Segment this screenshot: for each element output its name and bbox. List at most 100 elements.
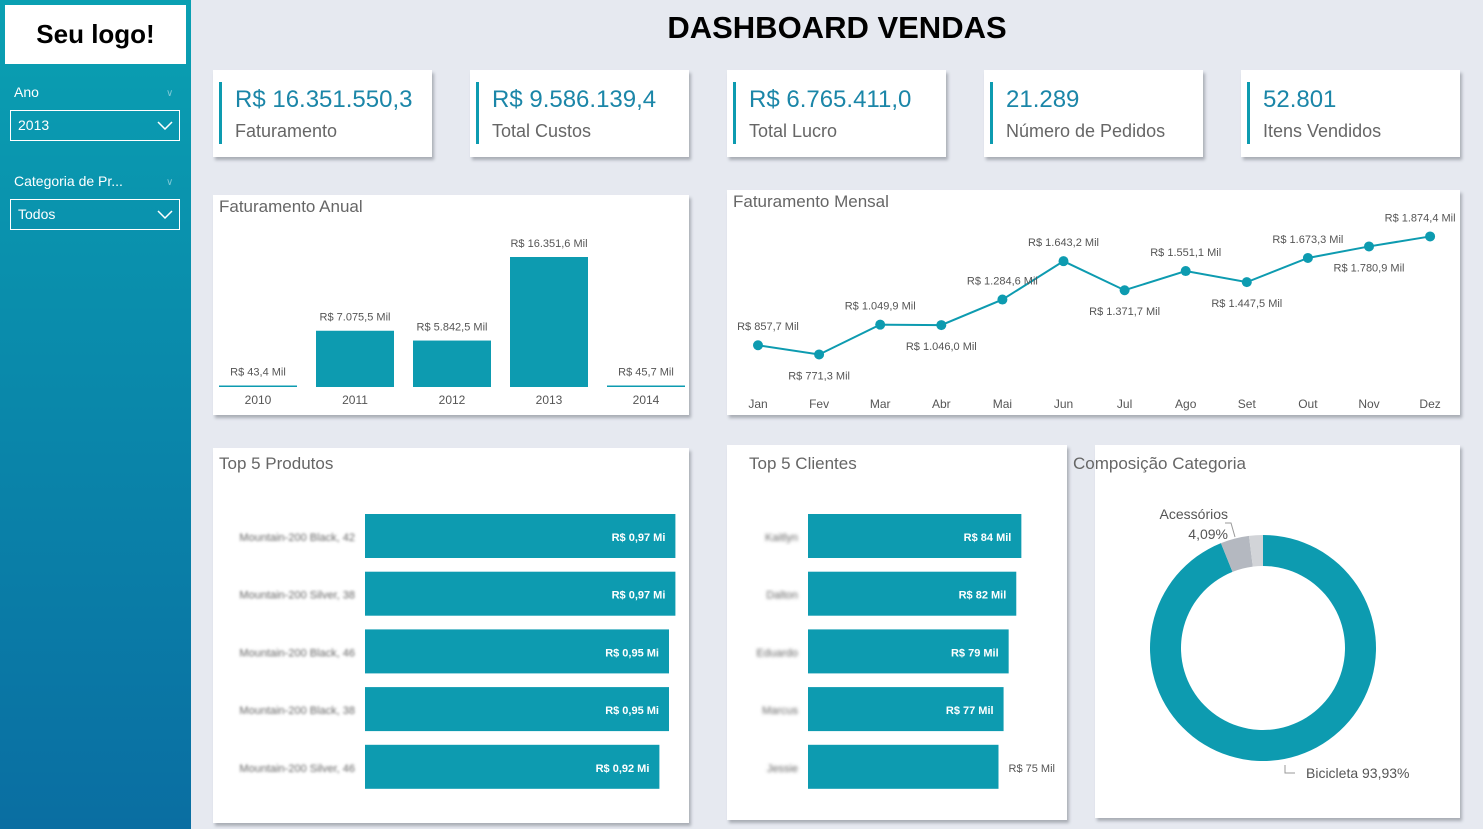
- slice-label: 4,09%: [1188, 526, 1228, 542]
- data-label: R$ 0,97 Mi: [612, 532, 666, 544]
- collapse-chevron-icon[interactable]: ∨: [166, 177, 174, 188]
- data-label: R$ 84 Mil: [964, 532, 1012, 544]
- bar[interactable]: [413, 340, 491, 387]
- kpi-label: Total Custos: [492, 121, 592, 141]
- category-label: Mountain-200 Black, 42: [239, 532, 355, 544]
- bar[interactable]: [365, 514, 676, 558]
- x-tick-label: Dez: [1419, 397, 1440, 411]
- bar[interactable]: [365, 744, 660, 789]
- x-tick-label: 2010: [245, 393, 272, 407]
- kpi-accent-bar: [733, 82, 736, 144]
- data-label: R$ 1.673,3 Mil: [1272, 234, 1343, 246]
- data-point[interactable]: [1058, 256, 1069, 267]
- chart-title: Faturamento Anual: [219, 197, 363, 216]
- x-tick-label: Fev: [809, 397, 829, 411]
- data-point[interactable]: [936, 320, 947, 331]
- data-label: R$ 16.351,6 Mil: [510, 238, 587, 250]
- data-label: R$ 1.447,5 Mil: [1211, 298, 1282, 310]
- bar[interactable]: [219, 385, 297, 388]
- categoria-dropdown[interactable]: Todos: [10, 199, 180, 230]
- data-point[interactable]: [997, 294, 1008, 305]
- ano-dropdown[interactable]: 2013: [10, 110, 180, 141]
- kpi-label: Itens Vendidos: [1263, 121, 1382, 141]
- data-point[interactable]: [1241, 277, 1252, 288]
- data-point[interactable]: [875, 319, 886, 330]
- data-point[interactable]: [814, 349, 825, 360]
- slice-label: Acessórios: [1160, 506, 1228, 522]
- data-label: R$ 1.643,2 Mil: [1028, 237, 1099, 249]
- bar[interactable]: [365, 571, 676, 616]
- data-label: R$ 43,4 Mil: [230, 367, 286, 379]
- data-point[interactable]: [1302, 252, 1313, 263]
- data-label: R$ 771,3 Mil: [788, 370, 850, 382]
- data-label: R$ 0,95 Mi: [605, 705, 659, 717]
- bar[interactable]: [808, 687, 1004, 732]
- chart-title: Top 5 Produtos: [219, 454, 334, 473]
- data-label: R$ 1.780,9 Mil: [1334, 262, 1405, 274]
- faturamento-mensal-chart: R$ 857,7 Mil Jan R$ 771,3 Mil Fev R$ 1.049,9…: [737, 212, 1455, 411]
- data-label: R$ 45,7 Mil: [618, 367, 674, 379]
- bar[interactable]: [808, 514, 1022, 558]
- slice-label: Bicicleta 93,93%: [1306, 765, 1410, 781]
- data-label: R$ 7.075,5 Mil: [320, 312, 391, 324]
- x-tick-label: Jan: [748, 397, 767, 411]
- collapse-chevron-icon[interactable]: ∨: [166, 88, 174, 99]
- slice-acessórios[interactable]: [1220, 535, 1253, 572]
- chart-title: Faturamento Mensal: [733, 192, 889, 211]
- leader-line: [1225, 522, 1236, 538]
- category-label: Dalton: [766, 590, 798, 602]
- series-line: [757, 235, 1431, 356]
- kpi-card: R$ 6.765.411,0 Total Lucro: [727, 70, 946, 157]
- data-point[interactable]: [1425, 231, 1436, 242]
- data-point[interactable]: [1119, 285, 1130, 296]
- bar[interactable]: [808, 571, 1017, 616]
- kpi-card: R$ 9.586.139,4 Total Custos: [470, 70, 689, 157]
- data-point[interactable]: [753, 340, 763, 351]
- data-label: R$ 0,95 Mi: [605, 647, 659, 659]
- bar[interactable]: [365, 687, 669, 732]
- top5-clientes-card: Top 5 Clientes Kaitlyn R$ 84 Mil Dalton R$ …: [727, 445, 1067, 820]
- data-label: R$ 0,92 Mi: [596, 763, 650, 775]
- data-label: R$ 1.284,6 Mil: [967, 276, 1038, 288]
- kpi-label: Faturamento: [235, 121, 338, 141]
- data-label: R$ 5.842,5 Mil: [417, 322, 488, 334]
- x-tick-label: Abr: [932, 397, 951, 411]
- x-tick-label: 2012: [439, 393, 466, 407]
- ano-value: 2013: [18, 117, 50, 133]
- bar[interactable]: [316, 330, 394, 387]
- kpi-value: 21.289: [1006, 86, 1080, 113]
- bar[interactable]: [808, 744, 999, 789]
- data-point[interactable]: [1364, 241, 1374, 252]
- filter-label-categoria: Categoria de Pr...: [14, 173, 123, 189]
- kpi-value: 52.801: [1263, 86, 1337, 113]
- filter-label-ano: Ano: [14, 84, 39, 100]
- x-tick-label: 2011: [342, 393, 368, 407]
- bar[interactable]: [808, 629, 1009, 674]
- kpi-label: Total Lucro: [749, 121, 838, 141]
- kpi-accent-bar: [1247, 82, 1250, 144]
- bar[interactable]: [607, 385, 685, 388]
- data-label: R$ 857,7 Mil: [737, 321, 799, 333]
- kpi-card: 52.801 Itens Vendidos: [1241, 70, 1460, 157]
- category-label: Mountain-200 Silver, 46: [239, 763, 355, 775]
- category-label: Mountain-200 Black, 46: [239, 647, 355, 659]
- kpi-accent-bar: [990, 82, 993, 144]
- data-point[interactable]: [1180, 266, 1191, 277]
- kpi-value: R$ 16.351.550,3: [235, 86, 413, 113]
- bar[interactable]: [510, 257, 588, 387]
- x-tick-label: 2013: [536, 393, 563, 407]
- data-label: R$ 77 Mil: [946, 705, 994, 717]
- slice-other[interactable]: [1248, 535, 1263, 567]
- data-label: R$ 75 Mil: [1009, 763, 1055, 775]
- data-label: R$ 0,97 Mi: [612, 590, 666, 602]
- bar[interactable]: [365, 629, 669, 674]
- slice-bicicleta[interactable]: [1150, 535, 1376, 761]
- category-label: Mountain-200 Silver, 38: [239, 590, 355, 602]
- x-tick-label: Out: [1298, 397, 1318, 411]
- chart-title: Composição Categoria: [1073, 454, 1246, 473]
- kpi-accent-bar: [476, 82, 479, 144]
- x-tick-label: Jul: [1117, 397, 1132, 411]
- category-label: Marcus: [762, 705, 799, 717]
- x-tick-label: Ago: [1175, 397, 1197, 411]
- data-label: R$ 1.371,7 Mil: [1089, 306, 1160, 318]
